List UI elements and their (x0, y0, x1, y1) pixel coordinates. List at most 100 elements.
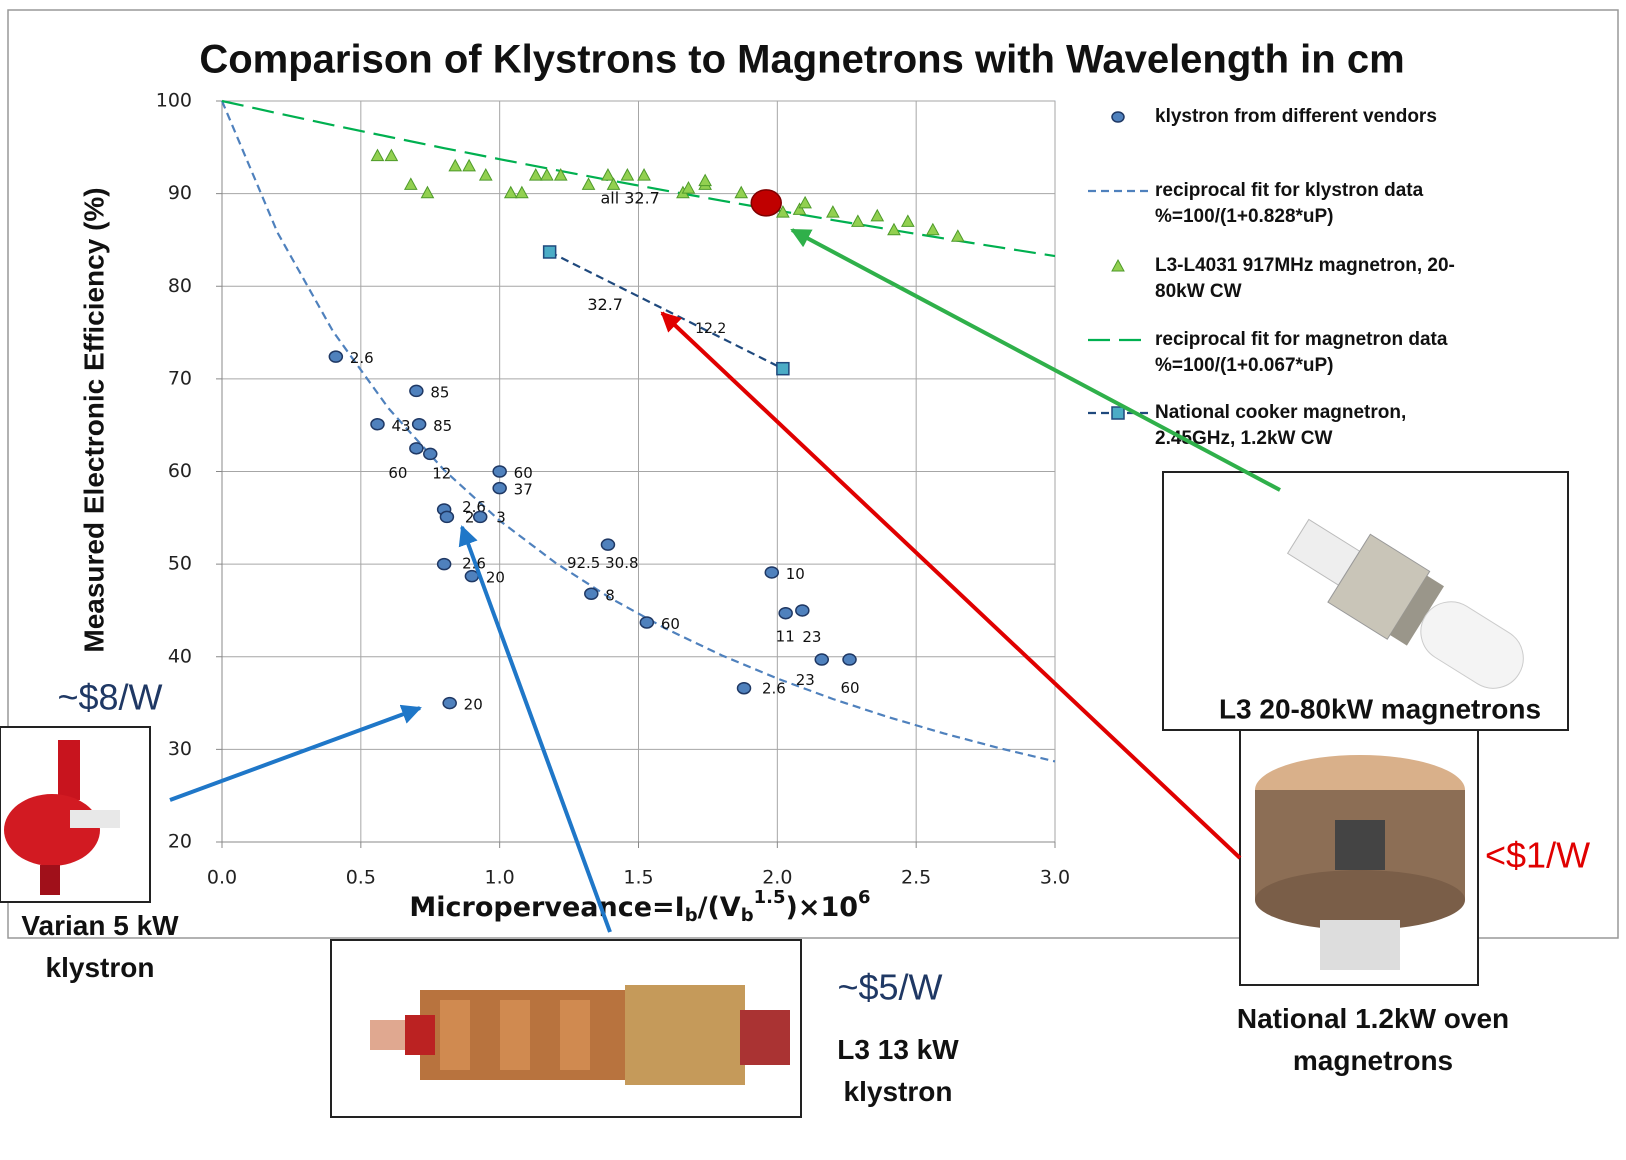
data-point (492, 465, 507, 478)
point-label: 85 (430, 383, 449, 401)
data-point (409, 442, 424, 455)
chart: Comparison of Klystrons to Magnetrons wi… (78, 38, 1454, 926)
series-line (221, 99, 1056, 258)
data-point (423, 447, 438, 461)
data-point (540, 168, 554, 181)
data-point (870, 208, 885, 222)
arrow (790, 228, 1281, 492)
data-point (515, 185, 529, 199)
data-point (792, 202, 807, 215)
data-point (925, 222, 940, 236)
x-tick-label: 1.0 (485, 867, 515, 889)
caption: National 1.2kW oven magnetrons (1237, 1003, 1509, 1076)
slide-frame (7, 9, 1619, 939)
data-point (403, 177, 418, 190)
data-point (542, 245, 557, 259)
data-point (442, 696, 457, 710)
x-tick-label: 2.5 (901, 867, 931, 889)
y-tick-label: 80 (168, 275, 192, 297)
data-point (448, 158, 463, 172)
x-axis-label-part: 6 (858, 887, 871, 908)
data-point (584, 587, 599, 601)
point-label: 10 (786, 565, 805, 583)
point-label: 20 (486, 569, 505, 587)
data-point (478, 168, 493, 181)
price-label: ~$5/W (837, 967, 942, 1008)
y-tick-label: 30 (168, 738, 192, 760)
point-label: 60 (514, 464, 533, 482)
data-point (370, 148, 385, 162)
x-axis-label-part: Microperveance=I (409, 892, 684, 923)
y-tick-label: 100 (156, 90, 192, 112)
point-label: 2.6 (350, 349, 374, 367)
x-axis-label-part: )×10 (786, 892, 859, 923)
arrow (458, 525, 612, 933)
point-label: 11 (776, 628, 795, 646)
legend-label: National cooker magnetron, 2.45GHz, 1.2kW… (1155, 402, 1406, 449)
x-tick-label: 1.5 (623, 867, 653, 889)
point-label: 2.6 (762, 680, 786, 698)
y-tick-label: 90 (168, 182, 192, 204)
l3-magnetron-photo (1162, 471, 1569, 731)
chart-title: Comparison of Klystrons to Magnetrons wi… (199, 38, 1404, 82)
point-label: 60 (388, 464, 407, 482)
point-label: 43 (391, 417, 410, 435)
y-tick-label: 20 (168, 831, 192, 853)
point-label: 60 (841, 679, 860, 697)
legend-marker (1111, 406, 1125, 420)
data-point (411, 418, 427, 431)
x-axis-label-part: b (741, 905, 754, 926)
data-point (814, 653, 830, 666)
data-point (842, 653, 857, 666)
data-point (826, 205, 840, 218)
legend-label: reciprocal fit for magnetron data %=100/(… (1155, 329, 1448, 376)
point-label: 60 (661, 615, 680, 633)
data-point (420, 185, 435, 199)
x-tick-label: 0.5 (346, 867, 376, 889)
data-point (553, 168, 568, 181)
data-point (384, 148, 399, 162)
data-point (606, 177, 621, 190)
point-label: 37 (514, 481, 533, 499)
x-axis-label-part: b (685, 905, 698, 926)
data-point (900, 214, 915, 227)
arrow (660, 311, 1242, 860)
legend-label: reciprocal fit for klystron data %=100/(1… (1155, 180, 1424, 227)
x-tick-label: 3.0 (1040, 867, 1070, 889)
varian-photo (0, 726, 151, 903)
data-point (528, 168, 543, 181)
national-photo (1239, 729, 1479, 986)
x-axis-label-part: 1.5 (754, 887, 786, 908)
annotation: 12.2 (695, 321, 726, 337)
y-tick-label: 70 (168, 367, 192, 389)
y-axis-label: Measured Electronic Efficiency (%) (78, 187, 109, 652)
data-point (778, 606, 793, 620)
data-point (472, 510, 488, 524)
y-tick-label: 50 (168, 553, 192, 575)
data-point (503, 185, 518, 199)
legend-label: L3-L4031 917MHz magnetron, 20-80kW CW (1155, 255, 1455, 302)
data-point (492, 481, 507, 495)
caption: Varian 5 kW klystron (21, 910, 179, 983)
data-point (370, 418, 385, 431)
point-label: 20 (464, 696, 483, 714)
data-point (462, 158, 476, 172)
data-point (776, 361, 790, 376)
point-label: 23 (802, 628, 821, 646)
data-point (698, 173, 712, 187)
x-tick-label: 2.0 (762, 867, 792, 889)
point-label: 92.5 30.8 (567, 554, 639, 572)
point-label: 3 (496, 508, 506, 526)
data-point (328, 350, 344, 363)
data-point (436, 557, 452, 571)
series-line (220, 100, 1056, 763)
data-point (601, 168, 615, 181)
highlight-marker (750, 189, 782, 217)
data-point (600, 538, 616, 551)
point-label: 23 (796, 671, 815, 689)
data-point (639, 616, 655, 629)
price-label: <$1/W (1485, 835, 1590, 876)
data-point (637, 168, 651, 181)
x-tick-label: 0.0 (207, 867, 237, 889)
